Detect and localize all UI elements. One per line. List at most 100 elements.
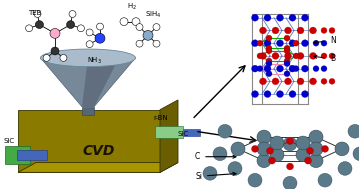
Circle shape <box>284 71 290 77</box>
Circle shape <box>132 18 140 26</box>
Circle shape <box>60 54 67 61</box>
Circle shape <box>34 11 41 17</box>
Circle shape <box>302 14 308 21</box>
Circle shape <box>228 162 242 175</box>
Circle shape <box>318 173 332 187</box>
Circle shape <box>153 24 160 30</box>
Circle shape <box>260 78 266 85</box>
Circle shape <box>321 78 327 84</box>
Text: SiC: SiC <box>177 131 188 137</box>
Bar <box>155 126 183 138</box>
Circle shape <box>257 154 271 168</box>
Circle shape <box>293 66 299 72</box>
Circle shape <box>25 25 33 32</box>
Polygon shape <box>160 100 178 172</box>
Circle shape <box>266 71 272 77</box>
Circle shape <box>213 147 227 161</box>
Circle shape <box>329 28 335 33</box>
Circle shape <box>309 142 323 156</box>
Circle shape <box>302 65 308 72</box>
Ellipse shape <box>41 49 135 67</box>
Circle shape <box>86 29 93 36</box>
Circle shape <box>329 53 335 59</box>
Circle shape <box>136 24 143 30</box>
Circle shape <box>276 91 284 98</box>
Circle shape <box>321 40 327 46</box>
Text: NH$_3$: NH$_3$ <box>88 56 103 66</box>
Circle shape <box>252 65 258 72</box>
Circle shape <box>97 23 103 30</box>
Circle shape <box>136 40 143 47</box>
Circle shape <box>51 47 59 55</box>
Circle shape <box>296 148 310 162</box>
Circle shape <box>69 11 76 17</box>
Circle shape <box>309 130 323 144</box>
Circle shape <box>252 40 258 47</box>
Circle shape <box>321 28 327 33</box>
Circle shape <box>272 78 279 85</box>
Text: CVD: CVD <box>83 144 115 158</box>
Circle shape <box>50 29 60 38</box>
Bar <box>5 146 30 163</box>
Bar <box>165 129 200 136</box>
Circle shape <box>304 157 312 164</box>
Circle shape <box>289 91 296 98</box>
Text: SiH$_4$: SiH$_4$ <box>145 9 161 20</box>
Text: TEB: TEB <box>28 10 41 16</box>
Circle shape <box>272 27 279 34</box>
Circle shape <box>266 58 272 64</box>
Circle shape <box>293 40 299 46</box>
Circle shape <box>203 167 217 180</box>
Circle shape <box>260 53 266 59</box>
Circle shape <box>264 91 271 98</box>
Circle shape <box>286 163 294 170</box>
Circle shape <box>335 142 349 156</box>
Circle shape <box>289 65 296 72</box>
Circle shape <box>309 27 317 34</box>
Text: N: N <box>314 36 336 45</box>
Circle shape <box>95 33 105 43</box>
Bar <box>82 107 94 115</box>
Circle shape <box>266 61 272 67</box>
Circle shape <box>284 58 290 64</box>
Circle shape <box>284 61 290 67</box>
Circle shape <box>302 40 308 47</box>
Text: Si: Si <box>195 172 236 181</box>
Circle shape <box>313 66 319 72</box>
Circle shape <box>231 142 245 156</box>
Circle shape <box>283 176 297 189</box>
Bar <box>17 150 47 160</box>
Circle shape <box>297 78 304 85</box>
Polygon shape <box>18 110 160 172</box>
Circle shape <box>289 14 296 21</box>
Circle shape <box>276 14 284 21</box>
Circle shape <box>257 40 263 46</box>
Circle shape <box>260 27 266 34</box>
Circle shape <box>257 142 271 156</box>
Circle shape <box>270 136 284 150</box>
Circle shape <box>302 91 308 98</box>
Circle shape <box>289 40 296 47</box>
Circle shape <box>353 147 359 161</box>
Circle shape <box>266 45 272 51</box>
Circle shape <box>43 54 50 61</box>
Circle shape <box>266 35 272 41</box>
Text: H$_2$: H$_2$ <box>127 2 137 12</box>
Circle shape <box>284 45 290 51</box>
Circle shape <box>284 78 292 85</box>
Circle shape <box>321 66 327 72</box>
Circle shape <box>153 40 160 47</box>
Polygon shape <box>41 58 135 107</box>
Circle shape <box>218 124 232 138</box>
Polygon shape <box>18 163 178 172</box>
Text: C: C <box>195 152 236 161</box>
Circle shape <box>257 53 263 59</box>
Circle shape <box>276 65 284 72</box>
Circle shape <box>269 157 275 164</box>
Circle shape <box>266 147 274 154</box>
Circle shape <box>348 124 359 138</box>
Circle shape <box>296 136 310 150</box>
Polygon shape <box>82 58 119 107</box>
Circle shape <box>264 14 271 21</box>
Text: r-BN: r-BN <box>153 115 168 122</box>
